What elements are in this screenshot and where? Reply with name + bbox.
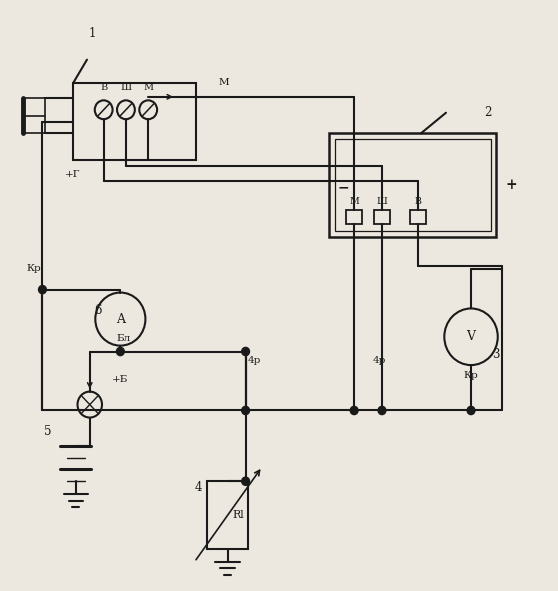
Text: 4р: 4р bbox=[247, 356, 261, 365]
Text: +Г: +Г bbox=[65, 170, 80, 179]
Text: 1: 1 bbox=[89, 27, 96, 40]
Text: Кр: Кр bbox=[27, 264, 41, 274]
Text: 4: 4 bbox=[195, 480, 202, 493]
Text: 6: 6 bbox=[94, 304, 102, 317]
Bar bbox=[73, 83, 195, 160]
Bar bbox=[335, 139, 490, 230]
Text: В: В bbox=[100, 83, 107, 92]
Text: Ш: Ш bbox=[121, 83, 132, 92]
Circle shape bbox=[467, 407, 475, 415]
Circle shape bbox=[242, 348, 249, 356]
Bar bbox=[410, 210, 426, 223]
Text: 2: 2 bbox=[484, 106, 492, 119]
Text: 5: 5 bbox=[44, 424, 52, 437]
Text: М: М bbox=[218, 77, 229, 86]
Bar bbox=[374, 210, 390, 223]
Text: М: М bbox=[349, 197, 359, 206]
Circle shape bbox=[350, 407, 358, 415]
Text: 4р: 4р bbox=[373, 356, 386, 365]
Bar bbox=[347, 210, 362, 223]
Bar bbox=[329, 134, 496, 236]
Text: +Б: +Б bbox=[112, 375, 128, 384]
Circle shape bbox=[242, 477, 249, 485]
Text: +: + bbox=[506, 178, 517, 192]
Text: 3: 3 bbox=[492, 348, 500, 361]
Text: Бл: Бл bbox=[116, 334, 130, 343]
Text: Ш: Ш bbox=[377, 197, 387, 206]
Text: −: − bbox=[337, 180, 349, 194]
Text: Rl: Rl bbox=[233, 510, 244, 520]
Circle shape bbox=[39, 285, 46, 294]
Bar bbox=[206, 481, 248, 549]
Circle shape bbox=[242, 407, 249, 415]
Text: М: М bbox=[143, 83, 153, 92]
Text: A: A bbox=[116, 313, 125, 326]
Circle shape bbox=[117, 348, 124, 356]
Text: V: V bbox=[466, 330, 475, 343]
Text: В: В bbox=[415, 197, 422, 206]
Circle shape bbox=[378, 407, 386, 415]
Text: Кр: Кр bbox=[464, 371, 478, 379]
